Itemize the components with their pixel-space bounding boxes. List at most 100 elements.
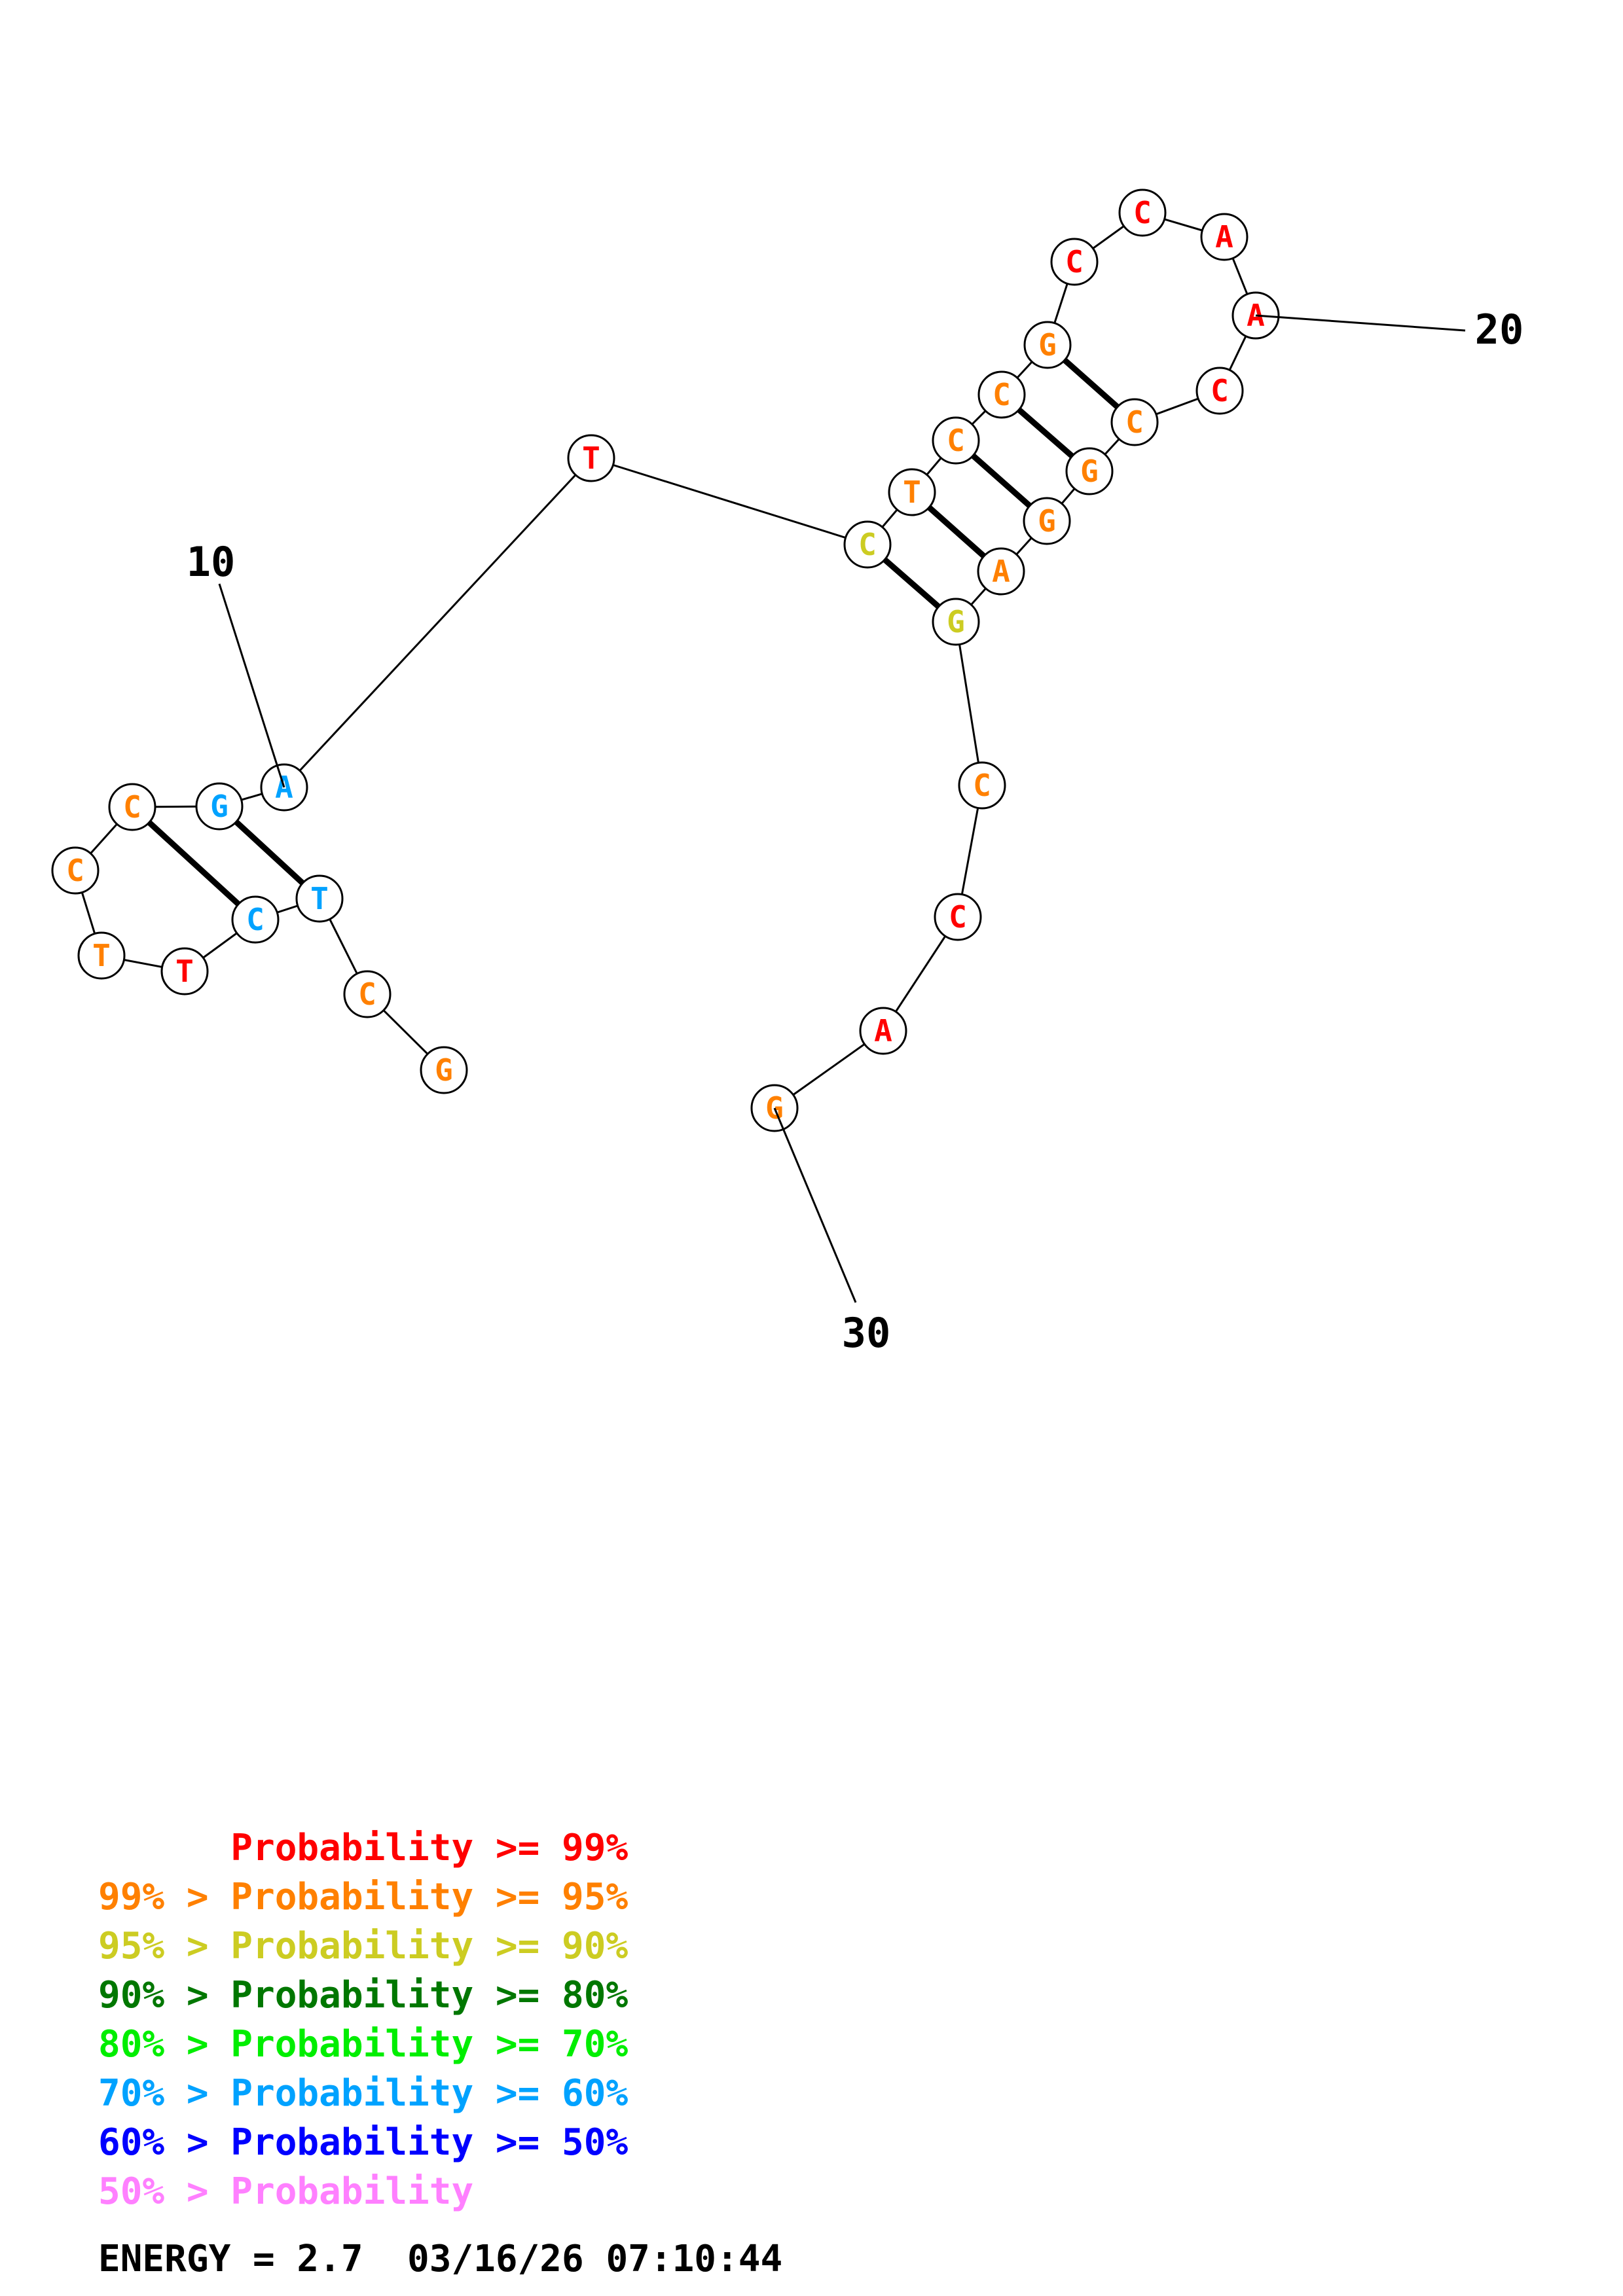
nucleotide-node: C xyxy=(343,970,392,1018)
nucleotide-circle xyxy=(958,761,1006,810)
nucleotide-base: G xyxy=(947,604,965,639)
nucleotide-node: T xyxy=(77,931,126,980)
nucleotide-base: A xyxy=(874,1013,892,1049)
nucleotide-circle xyxy=(295,874,344,923)
legend-entry: Probability >= 99% xyxy=(98,1827,628,1869)
nucleotide-node: G xyxy=(195,782,244,831)
nucleotide-circle xyxy=(108,783,156,831)
backbone-segment xyxy=(591,457,868,546)
nucleotide-circle xyxy=(934,893,982,941)
nucleotide-base: C xyxy=(123,789,141,825)
nucleotide-circle xyxy=(888,468,936,516)
energy-line: ENERGY = 2.7 03/16/26 07:10:44 xyxy=(98,2238,782,2280)
nucleotide-circle xyxy=(160,947,209,996)
position-tick-line xyxy=(773,1107,857,1303)
nucleotide-node: G xyxy=(420,1046,468,1094)
nucleotide-base: C xyxy=(858,527,877,562)
legend-entry: 95% > Probability >= 90% xyxy=(98,1925,628,1967)
nucleotide-node: C xyxy=(1050,238,1099,286)
nucleotide-base: C xyxy=(358,977,376,1012)
nucleotide-circle xyxy=(1195,367,1244,415)
nucleotide-node: G xyxy=(1023,497,1071,545)
nucleotide-node: C xyxy=(934,893,982,941)
nucleotide-node: A xyxy=(977,547,1025,596)
nucleotide-node: G xyxy=(932,598,980,646)
nucleotide-circle xyxy=(77,931,126,980)
nucleotide-node: C xyxy=(1110,398,1159,446)
nucleotide-base: C xyxy=(993,377,1011,412)
nucleotide-base: G xyxy=(1038,327,1057,363)
nucleotide-circle xyxy=(1050,238,1099,286)
nucleotide-circle xyxy=(977,370,1026,419)
base-pair-bond xyxy=(130,804,258,922)
legend-entry: 60% > Probability >= 50% xyxy=(98,2121,628,2164)
nucleotide-node: C xyxy=(231,895,280,944)
legend-entry: 70% > Probability >= 60% xyxy=(98,2072,628,2115)
nucleotide-node: C xyxy=(108,783,156,831)
nucleotide-circle xyxy=(1118,188,1167,237)
position-tick-line xyxy=(1255,314,1466,332)
nucleotide-node: C xyxy=(977,370,1026,419)
nucleotide-base: T xyxy=(310,881,329,916)
nucleotide-node: T xyxy=(567,434,615,482)
nucleotide-node: G xyxy=(750,1084,799,1132)
nucleotide-node: T xyxy=(888,468,936,516)
position-label: 20 xyxy=(1475,306,1524,353)
nucleotide-base: T xyxy=(175,954,194,989)
nucleotide-circle xyxy=(567,434,615,482)
nucleotide-circle xyxy=(932,416,980,465)
nucleotide-node: T xyxy=(160,947,209,996)
nucleotide-circle xyxy=(932,598,980,646)
nucleotide-circle xyxy=(977,547,1025,596)
nucleotide-base: G xyxy=(435,1052,453,1088)
nucleotide-base: T xyxy=(903,475,921,510)
nucleotide-circle xyxy=(195,782,244,831)
nucleotide-base: G xyxy=(1080,454,1099,489)
nucleotide-circle xyxy=(51,846,100,895)
nucleotide-base: A xyxy=(1215,219,1233,255)
nucleotide-node: A xyxy=(859,1007,907,1055)
nucleotide-base: C xyxy=(66,853,84,888)
nucleotide-circle xyxy=(859,1007,907,1055)
nucleotide-node: C xyxy=(1195,367,1244,415)
nucleotide-base: T xyxy=(92,938,111,973)
legend-entry: 80% > Probability >= 70% xyxy=(98,2023,628,2066)
nucleotide-base: C xyxy=(1133,195,1152,230)
legend-entry: 99% > Probability >= 95% xyxy=(98,1876,628,1918)
nucleotide-circle xyxy=(1023,497,1071,545)
nucleotide-circle xyxy=(231,895,280,944)
nucleotide-circle xyxy=(420,1046,468,1094)
position-labels: 10 20 30 xyxy=(187,306,1524,1357)
legend-entry: 50% > Probability xyxy=(98,2170,473,2213)
position-label: 30 xyxy=(842,1309,891,1357)
nucleotide-base: G xyxy=(1038,503,1056,539)
nucleotide-base: C xyxy=(246,902,264,937)
nucleotide-node: C xyxy=(932,416,980,465)
nucleotide-node: G xyxy=(1065,447,1114,495)
nucleotide-node: C xyxy=(958,761,1006,810)
nucleotide-circle xyxy=(843,520,892,569)
legend-entry: 90% > Probability >= 80% xyxy=(98,1974,628,2017)
nucleotide-base: G xyxy=(210,789,228,824)
nucleotide-node: A xyxy=(1200,213,1249,261)
backbone-segment xyxy=(955,621,983,786)
nucleotide-base: C xyxy=(1211,373,1229,408)
nucleotide-base: C xyxy=(947,423,965,458)
nucleotide-node: G xyxy=(1023,321,1072,369)
nucleotide-base: C xyxy=(1125,404,1144,440)
backbone-lines xyxy=(74,211,1257,1109)
nucleotide-base: C xyxy=(1065,244,1084,279)
nucleotide-circle xyxy=(1110,398,1159,446)
nucleotide-node: T xyxy=(295,874,344,923)
nucleotide-node: C xyxy=(1118,188,1167,237)
nucleotide-base: T xyxy=(582,440,600,476)
nucleotide-node: C xyxy=(843,520,892,569)
nucleotide-base: C xyxy=(949,899,967,935)
nucleotide-base: A xyxy=(992,554,1010,589)
backbone-segment xyxy=(283,457,593,789)
nucleotide-circle xyxy=(1200,213,1249,261)
nucleotide-base: C xyxy=(973,768,991,803)
nucleotide-node: C xyxy=(51,846,100,895)
